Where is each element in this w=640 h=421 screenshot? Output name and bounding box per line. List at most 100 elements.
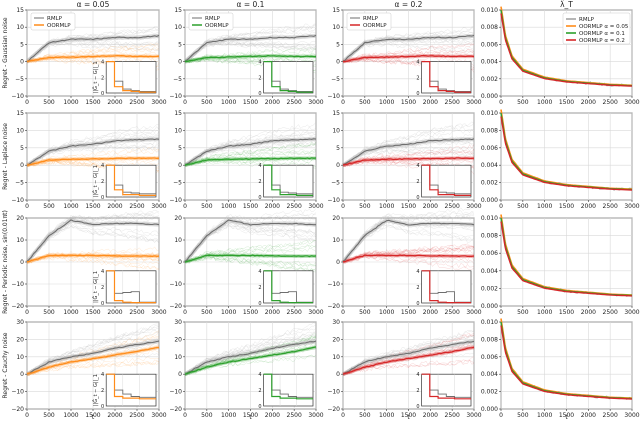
panel-r1-c3-ytick-label: 10 xyxy=(332,24,340,31)
panel-r2-c1-xtick-label: 1000 xyxy=(63,203,78,210)
panel-r2-c2-rmlp-run xyxy=(184,142,317,166)
panel-r2-c1-inset-ytick-label: 2 xyxy=(101,179,104,185)
panel-r3-c1-oormlp-run xyxy=(26,253,160,264)
panel-r4-c2-oormlp-run xyxy=(184,341,317,377)
panel-r3-c1-rmlp-run xyxy=(26,226,160,264)
panel-r2-c2-rmlp-run xyxy=(184,143,317,165)
panel-r2-c1-inset-ytick-label: 0 xyxy=(101,195,104,201)
panel-r3-c3-oormlp-run xyxy=(342,246,475,263)
panel-r1-c1-rmlp-run xyxy=(26,33,160,62)
legend-label-rmlp: RMLP xyxy=(205,16,221,22)
panel-r4-c2-oormlp-run xyxy=(184,354,317,376)
panel-r1-c2-xtick-label: 2000 xyxy=(265,99,280,106)
panel-r1-c2-oormlp-run xyxy=(184,48,317,62)
panel-r1-c2-ytick-label: −5 xyxy=(173,76,182,83)
panel-r4-c2-xtick-label: 2500 xyxy=(287,412,302,419)
panel-r1-c2-xtick-label: 2500 xyxy=(287,99,302,106)
panel-r2-c2-rmlp-line xyxy=(184,138,317,166)
panel-r2-c1-ytick-label: 15 xyxy=(16,110,24,117)
panel-r3-c3-xtick-label: 2500 xyxy=(445,309,460,316)
panel-r1-c1-rmlp-run xyxy=(26,42,160,63)
panel-r4-c3-inset-ytick-label: 0 xyxy=(416,404,419,410)
column-title-2: α = 0.1 xyxy=(237,0,265,9)
panel-r2-c1-oormlp-line xyxy=(26,157,160,167)
panel-r3-c2-inset-ytick-label: 2 xyxy=(258,285,261,291)
panel-r3-c1-inset-ytick-label: 4 xyxy=(101,269,104,275)
panel-r2-c4-xtick-label: 0 xyxy=(499,203,503,210)
panel-r2-c1-ytick-label: −10 xyxy=(11,197,24,204)
panel-r3-c2-oormlp-run xyxy=(184,256,317,272)
panel-r2-c2-oormlp-run xyxy=(184,159,317,168)
panel-r1-c3-inset-ytick-label: 2 xyxy=(416,75,419,81)
panel-r3-c2-ytick-label: 20 xyxy=(174,215,182,222)
panel-r4-c3-xtick-label: 1000 xyxy=(379,412,394,419)
panel-r4-c2-inset-oormlp-line xyxy=(263,373,313,400)
panel-r1-c4-lambda-oormlp-02-line xyxy=(500,13,633,87)
panel-r2-c3-ytick-label: 15 xyxy=(332,110,340,117)
panel-r1-c2-rmlp-run xyxy=(184,41,317,64)
panel-r1-c3-oormlp-run xyxy=(342,43,475,63)
panel-r4-c1-oormlp-run xyxy=(26,331,160,376)
panel-r4-c4-ytick-label: 0.000 xyxy=(481,406,498,413)
panel-r1-c1-rmlp-line xyxy=(26,34,160,63)
panel-r1-c1-ytick-label: −5 xyxy=(15,76,24,83)
panel-r4-c2-ytick-label: 20 xyxy=(174,336,182,343)
panel-r3-c3-rmlp-line xyxy=(342,219,475,263)
panel-r1-c3-rmlp-run xyxy=(342,25,475,63)
panel-r4-c3-inset-oormlp-line xyxy=(421,373,471,400)
panel-r1-c2-xtick-label: 0 xyxy=(183,99,187,106)
xlabel-col-1: t xyxy=(92,414,95,421)
panel-r2-c2-oormlp-run xyxy=(184,156,317,166)
panel-r3-c1-rmlp-line xyxy=(26,219,160,262)
panel-r4-c3-oormlp-run xyxy=(342,342,475,375)
panel-r3-c3-oormlp-run xyxy=(342,243,475,264)
panel-r2-c2-oormlp-run xyxy=(184,149,317,167)
panel-r4-c1-rmlp-run xyxy=(26,342,160,375)
panel-r4-c1-oormlp-run xyxy=(26,360,160,375)
panel-r3-c2-rmlp-run xyxy=(184,220,317,261)
lambda-legend-label-3: OORMLP α = 0.2 xyxy=(579,38,625,44)
panel-r3-c3-oormlp-run xyxy=(342,246,475,262)
panel-r1-c1-oormlp-run xyxy=(26,54,160,62)
panel-r1-c3-ytick-label: −10 xyxy=(327,93,340,100)
panel-r3-c1-ytick-label: 0 xyxy=(20,259,24,266)
panel-r2-c3-xtick-label: 1500 xyxy=(401,203,416,210)
panel-r2-c4-xtick-label: 2500 xyxy=(603,203,618,210)
panel-r1-c3-inset-oormlp-line xyxy=(421,61,471,93)
panel-r2-c4-xtick-label: 3000 xyxy=(624,203,639,210)
legend-label-oormlp: OORMLP xyxy=(363,23,387,29)
panel-r2-c1-rmlp-run xyxy=(27,144,160,166)
panel-r4-c1-oormlp-run xyxy=(26,360,160,376)
panel-r4-c4-ytick-label: 0.002 xyxy=(481,389,498,396)
panel-r1-c2-rmlp-run xyxy=(184,40,317,62)
panel-r4-c1-rmlp-run xyxy=(26,353,160,376)
panel-r2-c2-rmlp-run xyxy=(184,148,317,167)
panel-r4-c3-ytick-label: 0 xyxy=(336,371,340,378)
panel-r1-c3-xtick-label: 0 xyxy=(341,99,345,106)
panel-r1-c1-xtick-label: 0 xyxy=(25,99,29,106)
panel-r1-c2-ytick-label: 5 xyxy=(178,41,182,48)
panel-r3-c3-inset-frame xyxy=(421,270,472,304)
panel-r4-c1-xtick-label: 0 xyxy=(25,412,29,419)
panel-r4-c2-xtick-label: 3000 xyxy=(308,412,323,419)
panel-r3-c2-ytick-label: 0 xyxy=(178,259,182,266)
panel-r3-c2-rmlp-run xyxy=(184,221,317,262)
panel-r3-c3-oormlp-line xyxy=(342,254,475,263)
panel-r1-c3-rmlp-run xyxy=(342,26,475,62)
panel-r2-c2-ytick-label: 15 xyxy=(174,110,182,117)
panel-r3-c2-xtick-label: 1000 xyxy=(221,309,236,316)
panel-r4-c2-ytick-label: −20 xyxy=(169,406,182,413)
panel-r4-c1-xtick-label: 3000 xyxy=(151,412,166,419)
panel-r2-c3-oormlp-run xyxy=(342,148,475,167)
panel-r4-c3-oormlp-line xyxy=(342,346,475,375)
panel-r1-c3-rmlp-run xyxy=(342,42,475,60)
panel-r1-c1-rmlp-run xyxy=(26,27,160,61)
panel-r3-c2-rmlp-run xyxy=(184,213,316,261)
panel-r2-c2-ytick-label: 5 xyxy=(178,145,182,152)
panel-r3-c1-rmlp-run xyxy=(26,213,160,261)
panel-r3-c1-oormlp-run xyxy=(26,256,160,270)
panel-r4-c1-oormlp-run xyxy=(26,335,160,375)
panel-r2-c3-rmlp-run xyxy=(342,128,475,165)
panel-r1-c4-xtick-label: 2500 xyxy=(603,99,618,106)
panel-r3-c2-xtick-label: 1500 xyxy=(243,309,258,316)
